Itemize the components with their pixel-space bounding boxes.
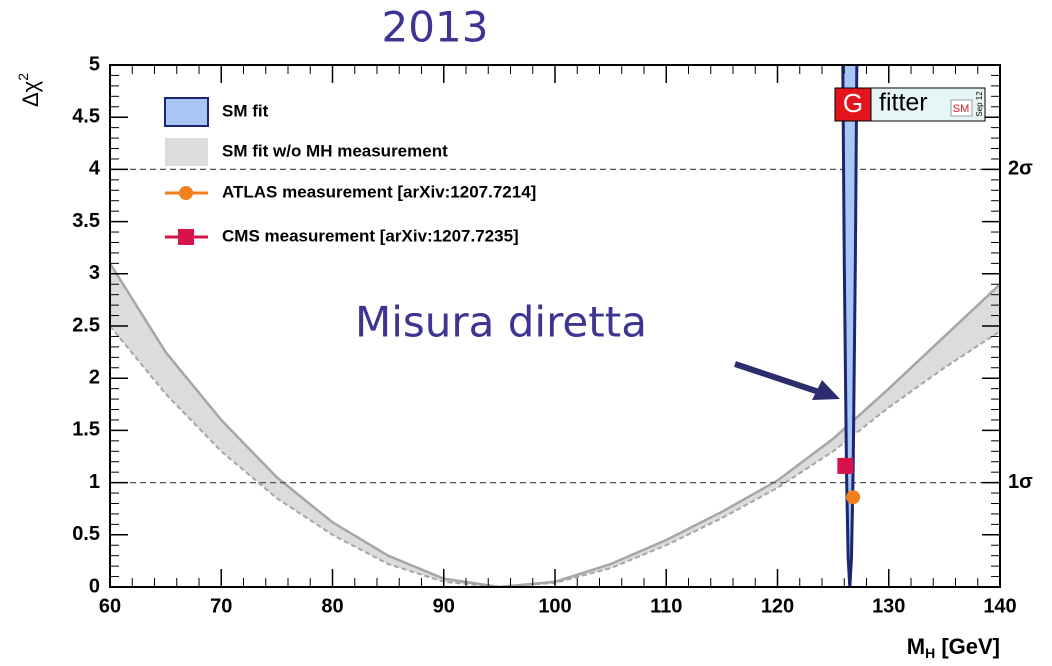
annotation-arrow-head — [812, 380, 840, 400]
y-tick-label: 0.5 — [72, 523, 100, 545]
logo-sub-box — [950, 99, 973, 117]
x-tick-label: 70 — [210, 595, 232, 617]
y-tick-label: 2 — [89, 366, 100, 388]
y-tick-label: 1 — [89, 471, 100, 493]
y-axis-label-sup: 2 — [15, 73, 31, 81]
fit-fill — [842, 65, 857, 587]
x-tick-label: 100 — [538, 595, 571, 617]
y-tick-label: 3.5 — [72, 210, 100, 232]
legend-swatch-marker — [179, 186, 193, 200]
x-tick-label: 130 — [872, 595, 905, 617]
legend-label: SM fit w/o MH measurement — [222, 141, 448, 160]
annotation: Misura diretta — [355, 298, 647, 347]
y-axis-label-main: Δχ — [18, 80, 43, 107]
legend-swatch — [164, 97, 209, 127]
legend-label: ATLAS measurement [arXiv:1207.7214] — [222, 182, 536, 201]
legend-label: CMS measurement [arXiv:1207.7235] — [222, 226, 519, 245]
x-tick-label: 120 — [761, 595, 794, 617]
overlay: 2σ 1σ 60 70 80 90 100 110 120 130 140 0 0.5 1 1.5 2 2.5 3… — [15, 53, 1033, 660]
fit-line — [841, 65, 859, 587]
sigma-label: 1σ — [1008, 471, 1033, 493]
cms-point — [837, 457, 854, 474]
y-tick-label: 2.5 — [72, 314, 100, 336]
x-axis-label-sub: H — [925, 645, 935, 661]
y-tick-label: 5 — [89, 53, 100, 75]
y-tick-label: 1.5 — [72, 419, 100, 441]
x-tick-label: 80 — [321, 595, 343, 617]
logo-box — [834, 87, 872, 122]
logo: G fitter SM Sep 12 — [834, 87, 986, 122]
chart-title: 2013 — [382, 3, 489, 52]
logo-sub: SM — [953, 103, 970, 115]
x-axis-label: MH [GeV] — [907, 634, 1000, 661]
y-tick-label: 4 — [89, 158, 101, 180]
logo-main: G — [843, 88, 863, 118]
x-axis-label-main: M — [907, 634, 925, 659]
x-tick-label: 90 — [433, 595, 455, 617]
y-axis-label: Δχ2 — [15, 73, 43, 107]
x-tick-label: 110 — [650, 595, 682, 617]
x-tick-label: 140 — [983, 595, 1016, 617]
y-tick-label: 0 — [89, 575, 100, 597]
sigma-label: 2σ — [1008, 158, 1033, 180]
logo-date: Sep 12 — [975, 91, 984, 117]
x-tick-label: 60 — [99, 595, 121, 617]
atlas-point — [846, 490, 861, 505]
logo-text: fitter — [879, 89, 928, 117]
legend-swatch — [165, 138, 208, 166]
y-tick-label: 4.5 — [72, 105, 100, 127]
y-tick-label: 3 — [89, 262, 100, 284]
legend-swatch-marker — [178, 229, 194, 245]
x-axis-label-rest: [GeV] — [935, 634, 1000, 659]
annotation-arrow — [734, 361, 823, 396]
legend-label: SM fit — [222, 101, 269, 120]
